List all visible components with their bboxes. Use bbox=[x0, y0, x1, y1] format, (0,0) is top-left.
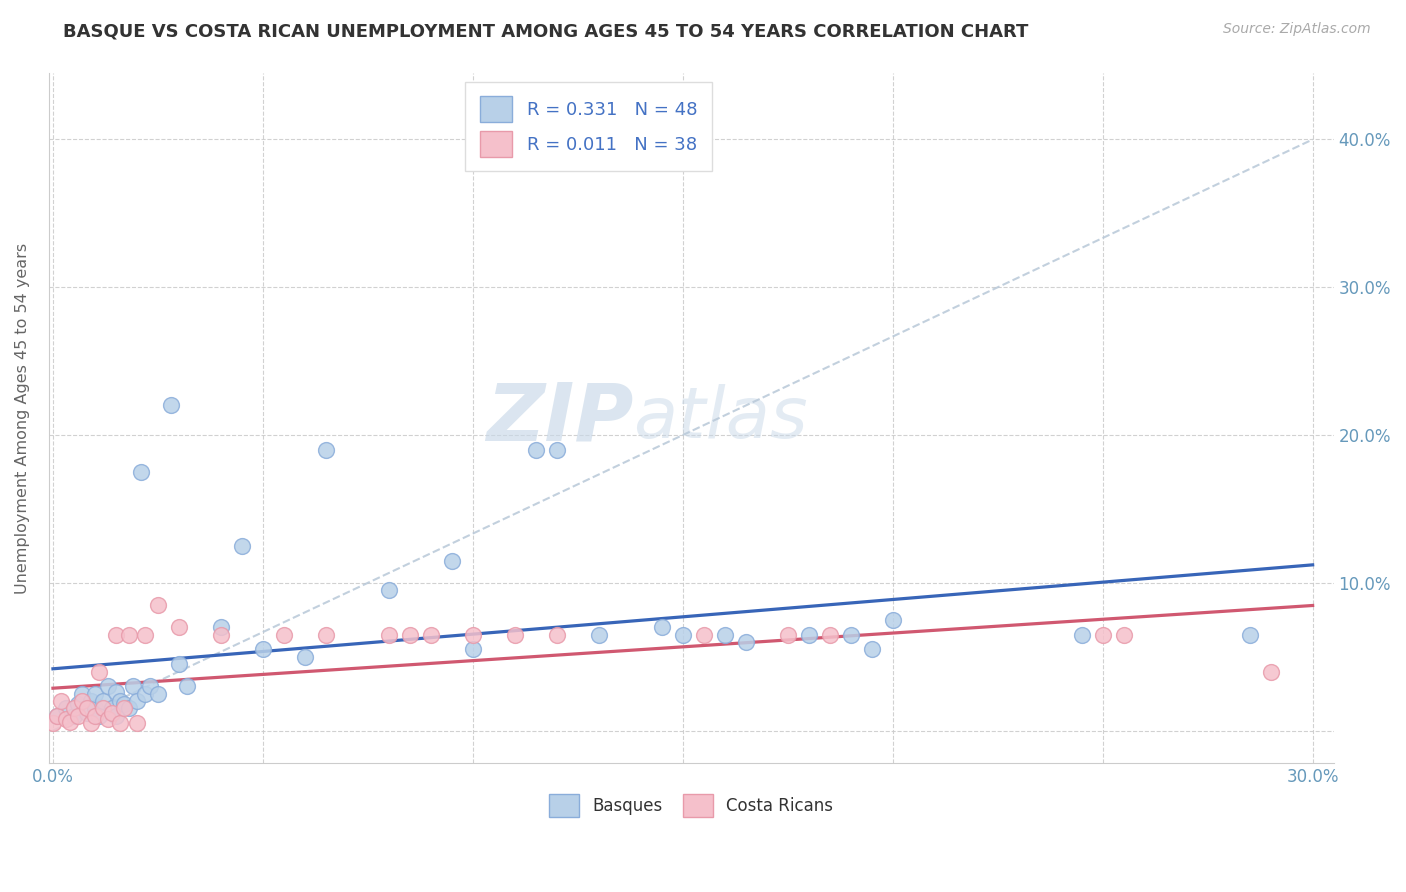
Point bbox=[117, 627, 139, 641]
Point bbox=[588, 627, 610, 641]
Text: Source: ZipAtlas.com: Source: ZipAtlas.com bbox=[1223, 22, 1371, 37]
Point bbox=[503, 627, 526, 641]
Point bbox=[378, 583, 401, 598]
Point bbox=[80, 716, 103, 731]
Point bbox=[89, 665, 111, 679]
Point bbox=[461, 627, 484, 641]
Point bbox=[96, 712, 118, 726]
Point bbox=[134, 687, 156, 701]
Point bbox=[693, 627, 716, 641]
Point bbox=[315, 627, 337, 641]
Point bbox=[138, 679, 160, 693]
Point bbox=[55, 701, 77, 715]
Point bbox=[72, 694, 94, 708]
Point bbox=[209, 627, 232, 641]
Point bbox=[59, 714, 82, 729]
Point bbox=[167, 657, 190, 672]
Point bbox=[860, 642, 883, 657]
Point bbox=[100, 706, 122, 720]
Point bbox=[231, 539, 253, 553]
Point bbox=[46, 709, 69, 723]
Point bbox=[121, 679, 143, 693]
Point bbox=[146, 687, 169, 701]
Point bbox=[209, 620, 232, 634]
Point bbox=[91, 694, 114, 708]
Point bbox=[839, 627, 862, 641]
Point bbox=[108, 694, 131, 708]
Point bbox=[76, 706, 98, 720]
Point bbox=[96, 679, 118, 693]
Point bbox=[104, 709, 127, 723]
Point bbox=[252, 642, 274, 657]
Point bbox=[125, 716, 148, 731]
Point bbox=[461, 642, 484, 657]
Point bbox=[1091, 627, 1114, 641]
Point bbox=[84, 701, 107, 715]
Point bbox=[108, 716, 131, 731]
Y-axis label: Unemployment Among Ages 45 to 54 years: Unemployment Among Ages 45 to 54 years bbox=[15, 243, 30, 593]
Point bbox=[67, 709, 90, 723]
Point bbox=[273, 627, 295, 641]
Point bbox=[378, 627, 401, 641]
Text: BASQUE VS COSTA RICAN UNEMPLOYMENT AMONG AGES 45 TO 54 YEARS CORRELATION CHART: BASQUE VS COSTA RICAN UNEMPLOYMENT AMONG… bbox=[63, 22, 1029, 40]
Point bbox=[117, 701, 139, 715]
Point bbox=[315, 442, 337, 457]
Point bbox=[1112, 627, 1135, 641]
Point bbox=[63, 701, 86, 715]
Point bbox=[1260, 665, 1282, 679]
Point bbox=[63, 709, 86, 723]
Point bbox=[546, 442, 568, 457]
Point bbox=[67, 697, 90, 711]
Point bbox=[72, 687, 94, 701]
Point bbox=[651, 620, 673, 634]
Point bbox=[104, 685, 127, 699]
Point bbox=[42, 716, 65, 731]
Point bbox=[672, 627, 695, 641]
Point bbox=[1239, 627, 1261, 641]
Point bbox=[46, 709, 69, 723]
Point bbox=[524, 442, 547, 457]
Point bbox=[419, 627, 441, 641]
Point bbox=[713, 627, 735, 641]
Point bbox=[797, 627, 820, 641]
Point bbox=[546, 627, 568, 641]
Point bbox=[176, 679, 198, 693]
Point bbox=[112, 697, 135, 711]
Point bbox=[1070, 627, 1092, 641]
Point bbox=[440, 554, 463, 568]
Point bbox=[55, 712, 77, 726]
Point bbox=[84, 709, 107, 723]
Point bbox=[89, 709, 111, 723]
Point bbox=[84, 687, 107, 701]
Point bbox=[294, 649, 316, 664]
Text: ZIP: ZIP bbox=[486, 379, 633, 457]
Point bbox=[399, 627, 422, 641]
Text: atlas: atlas bbox=[633, 384, 808, 452]
Point bbox=[734, 635, 756, 649]
Point bbox=[76, 701, 98, 715]
Point bbox=[80, 694, 103, 708]
Point bbox=[818, 627, 841, 641]
Legend: Basques, Costa Ricans: Basques, Costa Ricans bbox=[543, 787, 839, 824]
Point bbox=[167, 620, 190, 634]
Point bbox=[91, 701, 114, 715]
Point bbox=[129, 465, 152, 479]
Point bbox=[104, 627, 127, 641]
Point bbox=[776, 627, 799, 641]
Point bbox=[159, 399, 181, 413]
Point bbox=[125, 694, 148, 708]
Point bbox=[100, 701, 122, 715]
Point bbox=[51, 694, 73, 708]
Point bbox=[112, 701, 135, 715]
Point bbox=[882, 613, 904, 627]
Point bbox=[146, 598, 169, 612]
Point bbox=[134, 627, 156, 641]
